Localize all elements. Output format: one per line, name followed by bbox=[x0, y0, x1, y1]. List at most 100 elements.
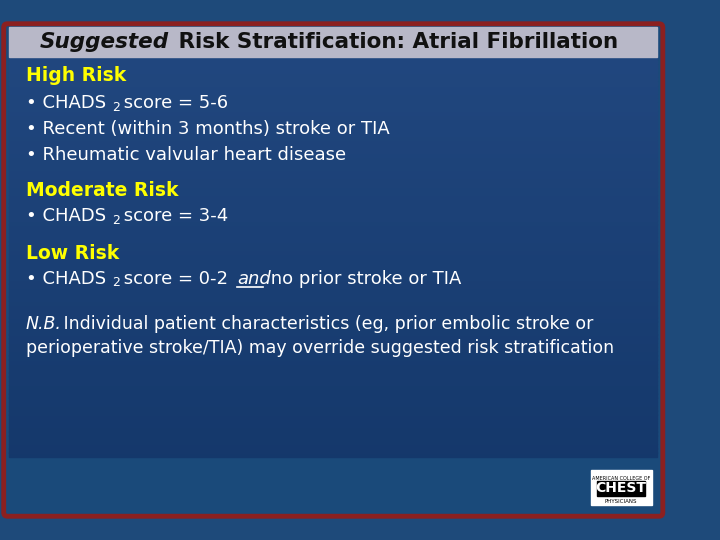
Bar bbox=[9, 267, 657, 271]
Bar bbox=[9, 393, 657, 398]
Bar bbox=[9, 305, 657, 309]
Bar bbox=[9, 191, 657, 195]
Bar bbox=[9, 300, 657, 305]
Bar bbox=[9, 313, 657, 318]
Bar bbox=[9, 98, 657, 103]
Bar bbox=[9, 68, 657, 73]
Bar bbox=[9, 77, 657, 82]
Bar bbox=[9, 81, 657, 85]
Text: and: and bbox=[237, 270, 271, 288]
Bar bbox=[9, 43, 657, 48]
Bar bbox=[9, 246, 657, 250]
Bar bbox=[9, 275, 657, 280]
Bar bbox=[9, 165, 657, 170]
Bar bbox=[9, 28, 657, 57]
Bar bbox=[9, 321, 657, 326]
Bar bbox=[9, 334, 657, 339]
Text: 2: 2 bbox=[112, 213, 120, 226]
Bar bbox=[9, 279, 657, 284]
Bar bbox=[9, 199, 657, 204]
Bar bbox=[9, 271, 657, 275]
Bar bbox=[9, 418, 657, 423]
Bar bbox=[9, 127, 657, 132]
Bar bbox=[9, 355, 657, 360]
Text: Individual patient characteristics (eg, prior embolic stroke or: Individual patient characteristics (eg, … bbox=[58, 315, 594, 333]
Text: no prior stroke or TIA: no prior stroke or TIA bbox=[265, 270, 461, 288]
Bar bbox=[597, 481, 645, 496]
Bar bbox=[9, 241, 657, 246]
Bar bbox=[9, 431, 657, 436]
Bar bbox=[9, 207, 657, 212]
Bar bbox=[9, 203, 657, 208]
Text: score = 5-6: score = 5-6 bbox=[119, 94, 229, 112]
Text: score = 3-4: score = 3-4 bbox=[119, 207, 229, 225]
Bar bbox=[9, 288, 657, 292]
Bar bbox=[9, 262, 657, 267]
Bar bbox=[9, 233, 657, 238]
Bar bbox=[9, 330, 657, 335]
Bar bbox=[9, 339, 657, 343]
FancyBboxPatch shape bbox=[4, 24, 663, 516]
Bar bbox=[9, 56, 657, 60]
Bar bbox=[9, 376, 657, 381]
Text: Moderate Risk: Moderate Risk bbox=[26, 181, 179, 200]
Bar bbox=[9, 326, 657, 330]
Bar bbox=[9, 153, 657, 157]
Bar bbox=[9, 440, 657, 444]
Text: 2: 2 bbox=[112, 276, 120, 289]
Bar bbox=[9, 448, 657, 453]
Bar bbox=[9, 292, 657, 296]
Bar bbox=[9, 347, 657, 352]
Bar bbox=[9, 178, 657, 183]
Bar bbox=[590, 470, 652, 505]
Bar bbox=[9, 148, 657, 153]
Bar bbox=[9, 444, 657, 449]
Bar bbox=[9, 161, 657, 166]
Text: perioperative stroke/TIA) may override suggested risk stratification: perioperative stroke/TIA) may override s… bbox=[26, 339, 614, 357]
Bar bbox=[9, 195, 657, 199]
Bar bbox=[9, 220, 657, 225]
Bar bbox=[9, 224, 657, 229]
Text: • CHADS: • CHADS bbox=[26, 207, 106, 225]
Bar bbox=[9, 414, 657, 419]
Bar bbox=[9, 186, 657, 191]
Bar bbox=[9, 381, 657, 385]
Bar bbox=[9, 309, 657, 314]
Bar bbox=[9, 237, 657, 242]
Bar bbox=[9, 170, 657, 174]
Bar bbox=[9, 136, 657, 140]
Text: score = 0-2: score = 0-2 bbox=[119, 270, 234, 288]
Bar bbox=[9, 216, 657, 221]
Bar bbox=[9, 110, 657, 115]
Bar bbox=[9, 284, 657, 288]
Bar bbox=[9, 140, 657, 145]
Bar bbox=[9, 372, 657, 377]
Text: N.B.: N.B. bbox=[26, 315, 62, 333]
Bar bbox=[9, 114, 657, 119]
Bar bbox=[9, 212, 657, 217]
Bar bbox=[9, 123, 657, 128]
Text: AMERICAN COLLEGE OF: AMERICAN COLLEGE OF bbox=[592, 476, 650, 481]
Bar bbox=[9, 85, 657, 90]
Bar bbox=[9, 317, 657, 322]
Text: Risk Stratification: Atrial Fibrillation: Risk Stratification: Atrial Fibrillation bbox=[171, 32, 618, 52]
Bar bbox=[9, 427, 657, 431]
Bar bbox=[9, 51, 657, 56]
Text: • Rheumatic valvular heart disease: • Rheumatic valvular heart disease bbox=[26, 146, 346, 164]
Bar bbox=[9, 397, 657, 402]
Bar bbox=[9, 258, 657, 263]
Bar bbox=[9, 228, 657, 233]
Bar bbox=[9, 296, 657, 301]
Bar bbox=[9, 64, 657, 69]
Bar bbox=[9, 157, 657, 161]
Text: • CHADS: • CHADS bbox=[26, 270, 106, 288]
Bar bbox=[9, 360, 657, 364]
Text: PHYSICIANS: PHYSICIANS bbox=[605, 499, 637, 504]
Bar bbox=[9, 351, 657, 356]
Bar bbox=[9, 60, 657, 64]
Text: CHEST: CHEST bbox=[595, 482, 647, 496]
Bar bbox=[9, 453, 657, 457]
Bar bbox=[9, 39, 657, 43]
Bar bbox=[9, 174, 657, 178]
Text: 2: 2 bbox=[112, 100, 120, 113]
